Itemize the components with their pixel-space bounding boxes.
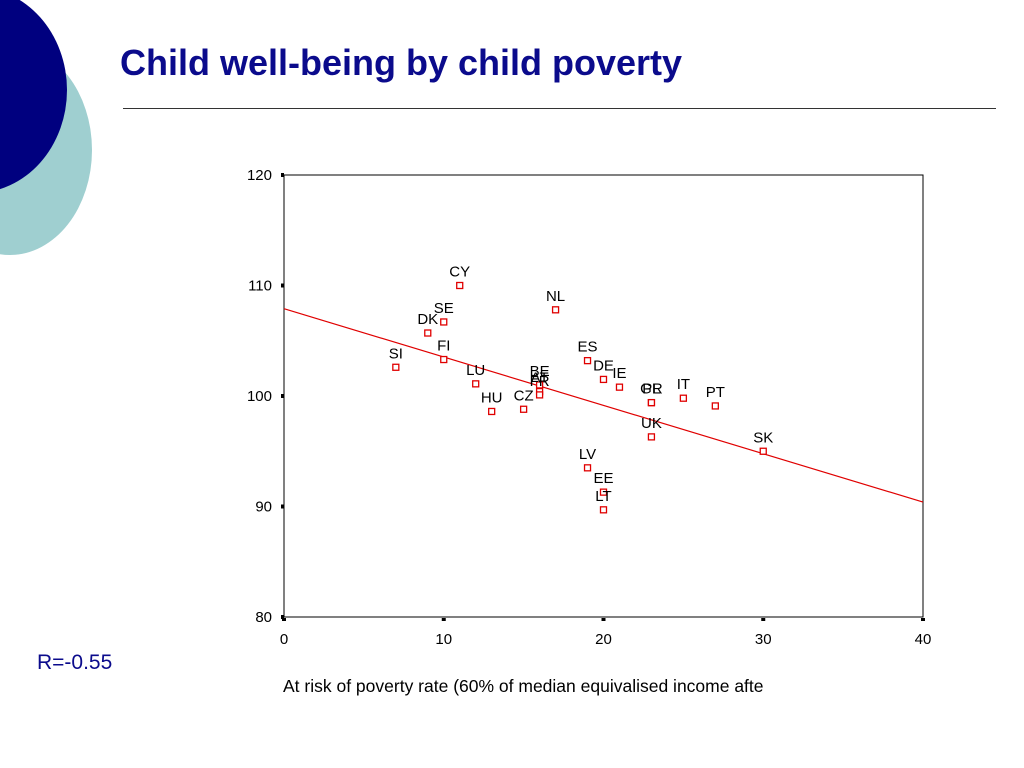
slide-title: Child well-being by child poverty — [120, 42, 683, 83]
decorative-circles — [0, 0, 92, 255]
data-point — [472, 380, 480, 388]
point-label: NL — [546, 288, 565, 305]
data-point — [647, 433, 656, 441]
point-label: AT — [531, 370, 549, 387]
point-label: PL — [642, 381, 660, 398]
x-tick-label: 10 — [435, 631, 452, 648]
data-point — [615, 383, 624, 391]
fit-line-group — [283, 308, 924, 503]
y-tick-mark — [281, 504, 284, 509]
y-tick-mark — [281, 283, 284, 288]
x-tick-label: 0 — [280, 631, 288, 648]
data-point — [440, 355, 448, 364]
axes — [283, 174, 924, 618]
point-label: LV — [579, 446, 596, 463]
point-label: ES — [578, 339, 598, 356]
title-divider — [123, 108, 996, 109]
data-point — [583, 464, 592, 472]
x-tick-mark — [441, 618, 446, 621]
x-tick-mark — [601, 618, 606, 621]
data-point — [392, 363, 400, 371]
point-label: DK — [417, 311, 438, 328]
point-label: UK — [641, 415, 662, 432]
data-point — [599, 506, 608, 514]
point-label: DE — [593, 357, 614, 374]
point-label: FI — [437, 338, 450, 355]
x-tick-label: 40 — [915, 631, 932, 648]
point-label: GR — [640, 381, 663, 398]
point-label: CY — [449, 264, 470, 281]
data-point — [535, 391, 544, 399]
point-label: LU — [466, 362, 485, 379]
x-axis-label: At risk of poverty rate (60% of median e… — [283, 676, 764, 696]
data-point — [440, 318, 448, 326]
point-label: IE — [612, 365, 626, 382]
y-tick-mark — [281, 615, 284, 619]
point-label: FR — [530, 373, 550, 390]
y-tick-label: 90 — [255, 499, 272, 516]
point-label: SE — [434, 300, 454, 317]
point-label: EE — [593, 470, 613, 487]
regression-line — [283, 308, 924, 503]
point-label: SK — [753, 429, 773, 446]
y-tick-mark — [281, 394, 284, 398]
data-point — [456, 281, 464, 290]
data-point — [424, 329, 432, 337]
x-tick-label: 20 — [595, 631, 612, 648]
point-label: CZ — [514, 387, 534, 404]
point-label: LT — [595, 488, 611, 505]
data-point — [519, 405, 528, 413]
dark-circle — [0, 0, 67, 190]
x-tick-label: 30 — [755, 631, 772, 648]
x-tick-mark — [921, 618, 925, 621]
plot-frame — [283, 174, 924, 618]
y-tick-mark — [281, 173, 284, 177]
point-label: SI — [389, 345, 403, 362]
y-tick-label: 100 — [247, 388, 272, 405]
data-point — [599, 488, 608, 496]
data-points — [392, 281, 767, 514]
data-point — [488, 407, 496, 416]
data-point — [711, 402, 719, 410]
y-tick-label: 80 — [255, 609, 272, 626]
ticks: 80 90 100 110 120 0 10 20 30 40 — [247, 167, 931, 648]
data-point — [647, 398, 656, 407]
point-label: PT — [706, 384, 725, 401]
point-label: IT — [677, 376, 690, 393]
data-point — [551, 306, 560, 314]
point-label: BE — [530, 363, 550, 380]
x-tick-mark — [761, 618, 766, 621]
y-tick-label: 110 — [248, 278, 272, 295]
data-point — [583, 356, 592, 365]
point-label: HU — [481, 389, 503, 406]
x-tick-mark — [282, 618, 286, 621]
correlation-annotation: R=-0.55 — [37, 651, 113, 674]
data-point — [599, 375, 608, 384]
data-point — [759, 447, 767, 455]
data-point — [679, 394, 688, 402]
y-tick-label: 120 — [247, 167, 272, 184]
